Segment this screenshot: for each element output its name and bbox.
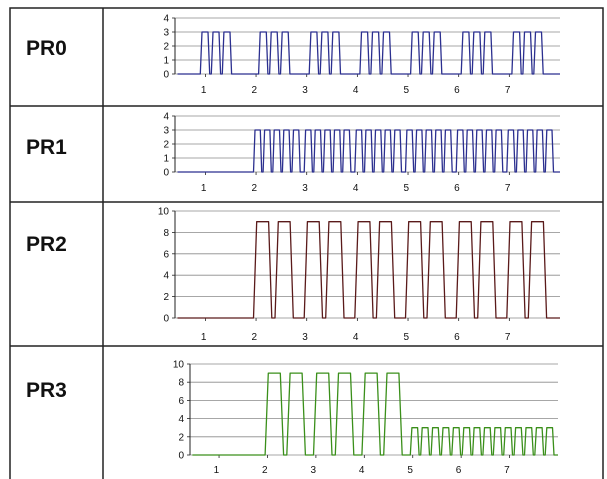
series-line-pr3 — [192, 372, 558, 456]
x-tick-label: 5 — [404, 332, 410, 343]
x-tick-label: 6 — [456, 465, 462, 476]
y-tick-label: 4 — [178, 414, 184, 425]
x-tick-label: 2 — [252, 183, 258, 194]
y-tick-label: 4 — [163, 112, 169, 123]
row-label-pr1: PR1 — [26, 136, 67, 159]
x-tick-label: 6 — [454, 183, 460, 194]
x-tick-label: 3 — [302, 332, 308, 343]
y-tick-label: 2 — [163, 42, 169, 53]
x-tick-label: 3 — [302, 183, 308, 194]
y-tick-label: 1 — [163, 154, 169, 165]
y-tick-label: 10 — [158, 207, 170, 218]
y-tick-label: 2 — [163, 140, 169, 151]
x-tick-label: 4 — [353, 85, 359, 96]
x-tick-label: 7 — [504, 465, 510, 476]
y-tick-label: 3 — [163, 126, 169, 137]
y-tick-label: 2 — [163, 292, 169, 303]
row-label-pr3: PR3 — [26, 379, 67, 402]
x-tick-label: 4 — [359, 465, 365, 476]
row-label-pr0: PR0 — [26, 37, 67, 60]
y-tick-label: 6 — [178, 396, 184, 407]
x-tick-label: 1 — [201, 183, 207, 194]
y-tick-label: 10 — [173, 360, 185, 371]
x-tick-label: 6 — [454, 332, 460, 343]
y-tick-label: 8 — [163, 228, 169, 239]
y-tick-label: 2 — [178, 432, 184, 443]
y-tick-label: 6 — [163, 249, 169, 260]
x-tick-label: 7 — [505, 85, 511, 96]
x-tick-label: 3 — [310, 465, 316, 476]
series-line-pr2 — [177, 221, 560, 319]
y-tick-label: 1 — [163, 56, 169, 67]
x-tick-label: 1 — [201, 332, 207, 343]
x-tick-label: 1 — [201, 85, 207, 96]
y-tick-label: 0 — [178, 451, 184, 462]
x-tick-label: 2 — [262, 465, 268, 476]
series-line-pr0 — [177, 31, 560, 75]
x-tick-label: 5 — [407, 465, 413, 476]
x-tick-label: 2 — [252, 332, 258, 343]
x-tick-label: 7 — [505, 183, 511, 194]
x-tick-label: 2 — [252, 85, 258, 96]
row-label-pr2: PR2 — [26, 233, 67, 256]
x-tick-label: 7 — [505, 332, 511, 343]
series-line-pr1 — [177, 129, 560, 173]
y-tick-label: 4 — [163, 14, 169, 25]
x-tick-label: 4 — [353, 183, 359, 194]
x-tick-label: 3 — [302, 85, 308, 96]
x-tick-label: 4 — [353, 332, 359, 343]
x-tick-label: 6 — [454, 85, 460, 96]
x-tick-label: 5 — [404, 183, 410, 194]
table-border — [9, 7, 604, 479]
y-tick-label: 0 — [163, 70, 169, 81]
y-tick-label: 4 — [163, 271, 169, 282]
y-tick-label: 0 — [163, 168, 169, 179]
x-tick-label: 1 — [214, 465, 220, 476]
x-tick-label: 5 — [404, 85, 410, 96]
y-tick-label: 0 — [163, 314, 169, 325]
y-tick-label: 8 — [178, 378, 184, 389]
y-tick-label: 3 — [163, 28, 169, 39]
